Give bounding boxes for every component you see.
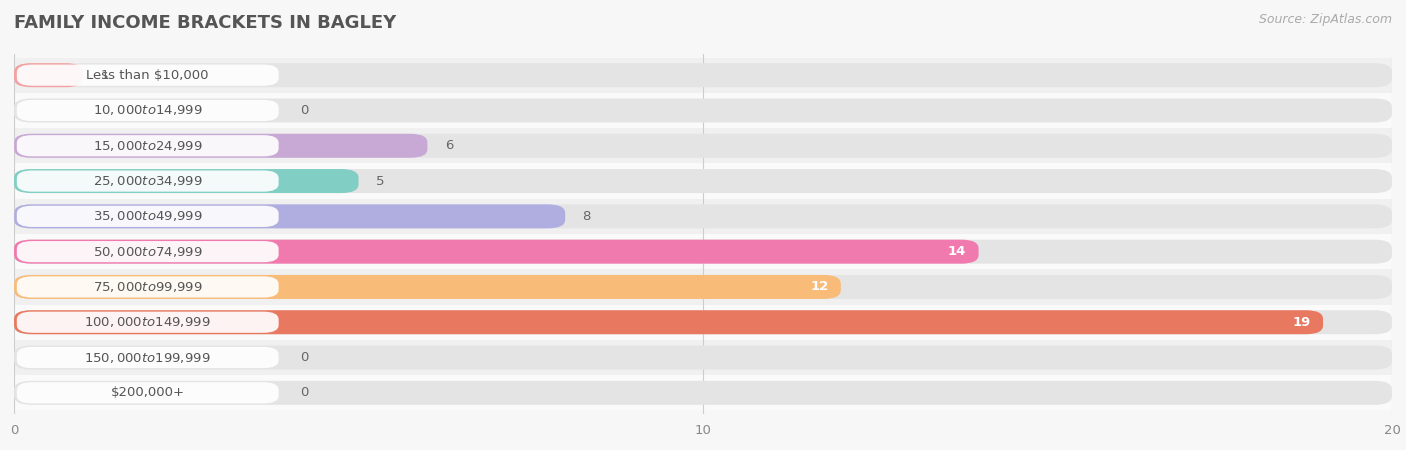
FancyBboxPatch shape [17,382,278,403]
FancyBboxPatch shape [14,169,359,193]
Text: $15,000 to $24,999: $15,000 to $24,999 [93,139,202,153]
FancyBboxPatch shape [14,63,83,87]
Bar [14,58,1392,93]
FancyBboxPatch shape [14,204,1392,228]
FancyBboxPatch shape [17,65,278,86]
Bar [14,128,1392,163]
FancyBboxPatch shape [14,169,1392,193]
Text: FAMILY INCOME BRACKETS IN BAGLEY: FAMILY INCOME BRACKETS IN BAGLEY [14,14,396,32]
FancyBboxPatch shape [17,241,278,262]
Text: $100,000 to $149,999: $100,000 to $149,999 [84,315,211,329]
Text: $25,000 to $34,999: $25,000 to $34,999 [93,174,202,188]
FancyBboxPatch shape [14,240,979,264]
Text: Less than $10,000: Less than $10,000 [86,69,209,82]
Bar [14,93,1392,128]
FancyBboxPatch shape [17,276,278,297]
Text: 1: 1 [100,69,108,82]
Bar [14,199,1392,234]
Text: $10,000 to $14,999: $10,000 to $14,999 [93,104,202,117]
Text: 0: 0 [299,386,308,399]
FancyBboxPatch shape [14,204,565,228]
FancyBboxPatch shape [14,310,1392,334]
Bar [14,269,1392,305]
Text: $75,000 to $99,999: $75,000 to $99,999 [93,280,202,294]
FancyBboxPatch shape [17,135,278,156]
Text: $35,000 to $49,999: $35,000 to $49,999 [93,209,202,223]
FancyBboxPatch shape [14,99,1392,122]
Bar [14,234,1392,269]
Text: 8: 8 [582,210,591,223]
Text: 19: 19 [1292,316,1310,329]
FancyBboxPatch shape [14,275,841,299]
FancyBboxPatch shape [14,63,1392,87]
FancyBboxPatch shape [14,240,1392,264]
Text: 0: 0 [299,104,308,117]
Bar [14,163,1392,199]
FancyBboxPatch shape [17,171,278,192]
Text: 5: 5 [375,175,384,188]
Text: $200,000+: $200,000+ [111,386,184,399]
FancyBboxPatch shape [14,381,1392,405]
Text: 14: 14 [948,245,966,258]
Text: Source: ZipAtlas.com: Source: ZipAtlas.com [1258,14,1392,27]
Bar [14,340,1392,375]
Text: 6: 6 [444,139,453,152]
Text: $50,000 to $74,999: $50,000 to $74,999 [93,245,202,259]
FancyBboxPatch shape [14,346,1392,369]
FancyBboxPatch shape [14,134,427,158]
FancyBboxPatch shape [14,275,1392,299]
FancyBboxPatch shape [17,100,278,121]
FancyBboxPatch shape [14,134,1392,158]
Text: 0: 0 [299,351,308,364]
Text: $150,000 to $199,999: $150,000 to $199,999 [84,351,211,364]
Bar [14,305,1392,340]
Text: 12: 12 [810,280,828,293]
FancyBboxPatch shape [14,310,1323,334]
Bar [14,375,1392,410]
FancyBboxPatch shape [17,206,278,227]
FancyBboxPatch shape [17,347,278,368]
FancyBboxPatch shape [17,312,278,333]
